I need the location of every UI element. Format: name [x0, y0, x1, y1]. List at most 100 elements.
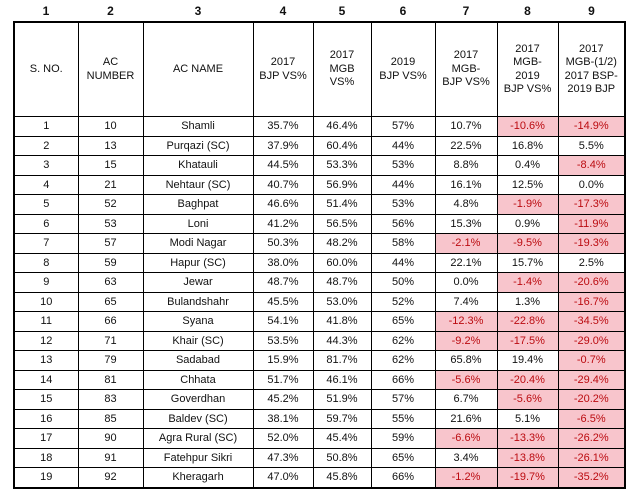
table-cell: -35.2% [557, 467, 626, 489]
table-cell: 91 [77, 447, 144, 468]
table-cell: Shamli [142, 116, 254, 137]
table-cell: 53.0% [312, 291, 372, 312]
table-cell: -6.6% [434, 428, 498, 449]
table-cell: 1.3% [496, 291, 559, 312]
table-cell: 65% [370, 447, 436, 468]
table-cell: 15.9% [252, 350, 314, 371]
table-row: 15 83 Goverdhan 45.2% 51.9% 57% 6.7% -5.6% -20.2… [13, 389, 626, 410]
table-cell: -5.6% [496, 389, 559, 410]
table-cell: -1.2% [434, 467, 498, 489]
column-number: 9 [558, 2, 625, 22]
table-cell: 44% [370, 252, 436, 273]
table-cell: Kheragarh [142, 467, 254, 489]
table-cell: 5.5% [557, 135, 626, 156]
table-cell: 48.7% [312, 272, 372, 293]
table-cell: 7.4% [434, 291, 498, 312]
table-cell: 53% [370, 194, 436, 215]
table-cell: 5 [13, 194, 79, 215]
table-row: 5 52 Baghpat 46.6% 51.4% 53% 4.8% -1.9% -17.3% [13, 194, 626, 215]
table-cell: 15 [13, 389, 79, 410]
table-cell: Baldev (SC) [142, 408, 254, 429]
table-cell: -9.5% [496, 233, 559, 254]
table-cell: Nehtaur (SC) [142, 174, 254, 195]
table-cell: 65 [77, 291, 144, 312]
table-cell: 11 [13, 311, 79, 332]
table-cell: 6 [13, 213, 79, 234]
table-cell: Fatehpur Sikri [142, 447, 254, 468]
header-ac-name: AC NAME [142, 21, 254, 117]
table-cell: 83 [77, 389, 144, 410]
column-number: 3 [143, 2, 253, 22]
table-cell: -0.7% [557, 350, 626, 371]
table-cell: -20.4% [496, 369, 559, 390]
table-cell: 15.3% [434, 213, 498, 234]
table-cell: 65.8% [434, 350, 498, 371]
table-header-row: S. NO. AC NUMBER AC NAME 2017 BJP VS% 20… [13, 21, 626, 117]
table-cell: 22.5% [434, 135, 498, 156]
table-cell: 40.7% [252, 174, 314, 195]
table-cell: 59.7% [312, 408, 372, 429]
table-row: 7 57 Modi Nagar 50.3% 48.2% 58% -2.1% -9.5% -19.… [13, 233, 626, 254]
table-cell: 57% [370, 389, 436, 410]
table-cell: 48.2% [312, 233, 372, 254]
table-cell: 10 [13, 291, 79, 312]
table-row: 17 90 Agra Rural (SC) 52.0% 45.4% 59% -6.6% -13… [13, 428, 626, 449]
table-cell: Jewar [142, 272, 254, 293]
table-row: 8 59 Hapur (SC) 38.0% 60.0% 44% 22.1% 15.7% 2.5% [13, 252, 626, 273]
column-number: 8 [497, 2, 558, 22]
header-2017-bjp-vs: 2017 BJP VS% [252, 21, 314, 117]
table-row: 19 92 Kheragarh 47.0% 45.8% 66% -1.2% -19.7% -35… [13, 467, 626, 489]
table-cell: -1.4% [496, 272, 559, 293]
table-cell: 65% [370, 311, 436, 332]
table-cell: -1.9% [496, 194, 559, 215]
table-cell: Hapur (SC) [142, 252, 254, 273]
table-cell: Loni [142, 213, 254, 234]
table-cell: -17.5% [496, 330, 559, 351]
table-cell: 10.7% [434, 116, 498, 137]
table-cell: 1 [13, 116, 79, 137]
table-cell: 12.5% [496, 174, 559, 195]
table-cell: 59% [370, 428, 436, 449]
table-cell: 52.0% [252, 428, 314, 449]
table-cell: 5.1% [496, 408, 559, 429]
table-row: 13 79 Sadabad 15.9% 81.7% 62% 65.8% 19.4% -0.7% [13, 350, 626, 371]
table-cell: -2.1% [434, 233, 498, 254]
table-cell: 4 [13, 174, 79, 195]
table-cell: -20.2% [557, 389, 626, 410]
table-row: 3 15 Khatauli 44.5% 53.3% 53% 8.8% 0.4% -8.4% [13, 155, 626, 176]
table-cell: Agra Rural (SC) [142, 428, 254, 449]
table-cell: Khatauli [142, 155, 254, 176]
table-cell: 6.7% [434, 389, 498, 410]
table-cell: -29.0% [557, 330, 626, 351]
column-number: 6 [371, 2, 435, 22]
table-cell: 46.4% [312, 116, 372, 137]
table-cell: 2.5% [557, 252, 626, 273]
table-cell: 0.4% [496, 155, 559, 176]
table-cell: 0.0% [434, 272, 498, 293]
header-2019-bjp-vs: 2019 BJP VS% [370, 21, 436, 117]
table-cell: 66 [77, 311, 144, 332]
table-cell: 44% [370, 135, 436, 156]
header-2017-mgb-minus-2019-bjp: 2017 MGB- 2019 BJP VS% [496, 21, 559, 117]
table-cell: 66% [370, 467, 436, 489]
table-row: 4 21 Nehtaur (SC) 40.7% 56.9% 44% 16.1% 12.5% 0.… [13, 174, 626, 195]
table-cell: 0.0% [557, 174, 626, 195]
table-cell: 13 [13, 350, 79, 371]
table-cell: -13.3% [496, 428, 559, 449]
table-cell: 62% [370, 330, 436, 351]
table-cell: 85 [77, 408, 144, 429]
table-row: 1 10 Shamli 35.7% 46.4% 57% 10.7% -10.6% -14.9% [13, 116, 626, 137]
header-2017-mgb-minus-bjp: 2017 MGB- BJP VS% [434, 21, 498, 117]
table-cell: 15 [77, 155, 144, 176]
table-cell: 71 [77, 330, 144, 351]
table-cell: 90 [77, 428, 144, 449]
table-cell: 47.3% [252, 447, 314, 468]
table-cell: 17 [13, 428, 79, 449]
table-cell: 45.5% [252, 291, 314, 312]
table-cell: -16.7% [557, 291, 626, 312]
table-cell: Baghpat [142, 194, 254, 215]
table-cell: 0.9% [496, 213, 559, 234]
table-cell: 60.4% [312, 135, 372, 156]
table-cell: -19.3% [557, 233, 626, 254]
table-cell: Khair (SC) [142, 330, 254, 351]
